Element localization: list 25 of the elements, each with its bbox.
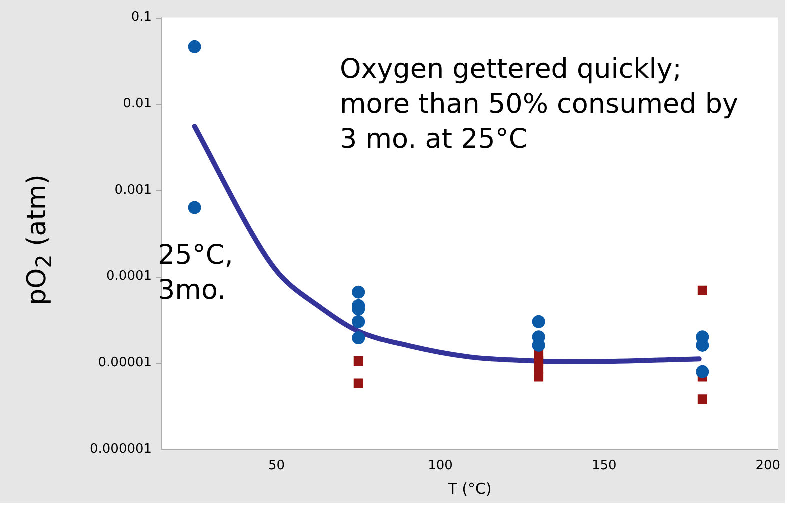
- point: [534, 372, 544, 382]
- y-tick-label: 0.001: [114, 182, 152, 198]
- point: [352, 315, 366, 328]
- x-tick-label: 150: [592, 458, 617, 474]
- x-tick-label: 50: [268, 458, 285, 474]
- point: [698, 394, 708, 404]
- annotation: Oxygen gettered quickly; more than 50% consumed by 3 mo. at 25°C: [340, 53, 740, 158]
- point: [188, 40, 202, 54]
- x-tick-label: 200: [756, 458, 781, 474]
- point: [532, 315, 546, 328]
- y-tick-label: 0.01: [123, 96, 152, 112]
- annotation: 25°C, 3mo.: [158, 239, 234, 308]
- y-tick-label: 0.00001: [98, 355, 152, 370]
- point: [188, 201, 202, 214]
- y-tick-label: 0.000001: [90, 442, 152, 457]
- point: [354, 378, 364, 388]
- point: [696, 365, 710, 378]
- point: [352, 286, 366, 299]
- x-axis-title: T (°C): [447, 480, 492, 498]
- y-tick-label: 0.0001: [106, 269, 152, 284]
- point: [698, 286, 708, 296]
- x-tick-label: 100: [428, 458, 453, 474]
- point: [352, 332, 366, 345]
- y-tick-label: 0.1: [131, 10, 152, 26]
- point: [354, 356, 364, 366]
